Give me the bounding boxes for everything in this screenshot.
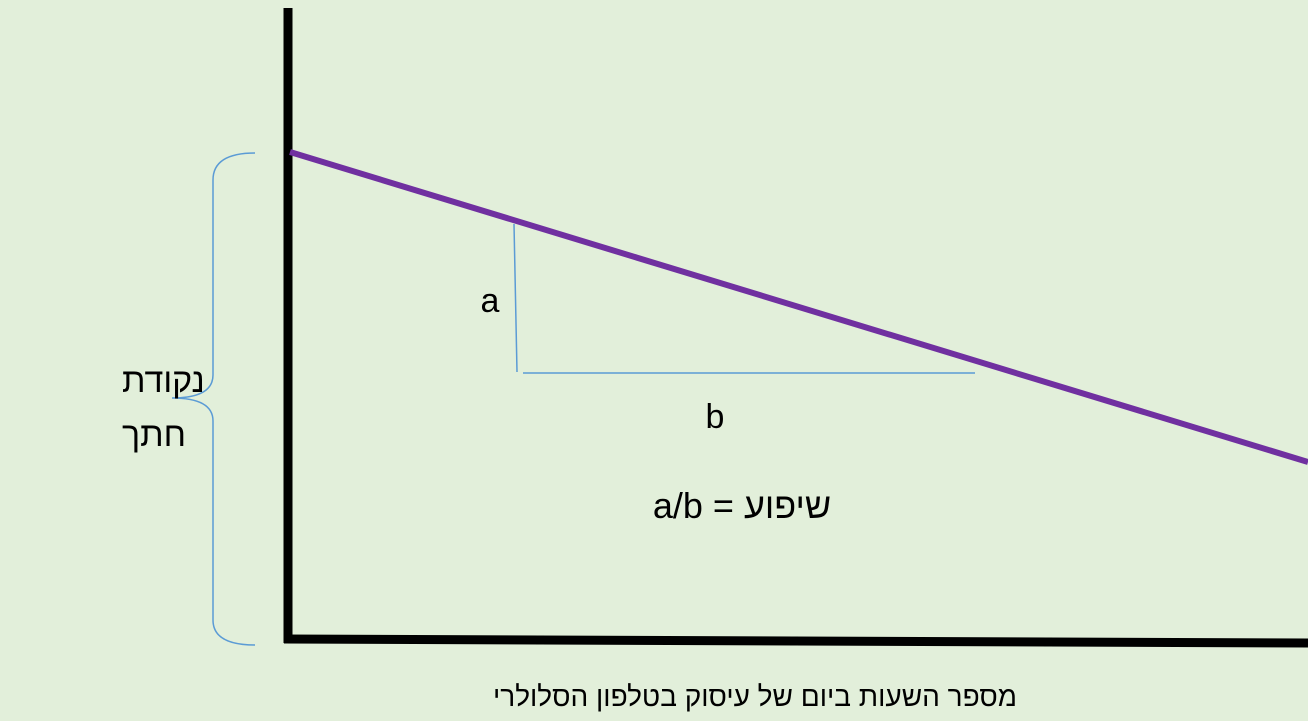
rise-segment xyxy=(513,223,518,373)
intercept-label-line1: נקודת xyxy=(122,362,205,400)
rise-label: a xyxy=(481,282,500,320)
intercept-label-line2: חתך xyxy=(122,416,186,454)
regression-line xyxy=(289,149,1308,465)
slope-formula: שיפוע = a/b xyxy=(653,485,831,526)
intercept-brace xyxy=(171,152,256,646)
run-label: b xyxy=(706,398,725,436)
x-axis xyxy=(283,634,1308,648)
x-axis-label: מספר השעות ביום של עיסוק בטלפון הסלולרי xyxy=(493,681,1017,712)
